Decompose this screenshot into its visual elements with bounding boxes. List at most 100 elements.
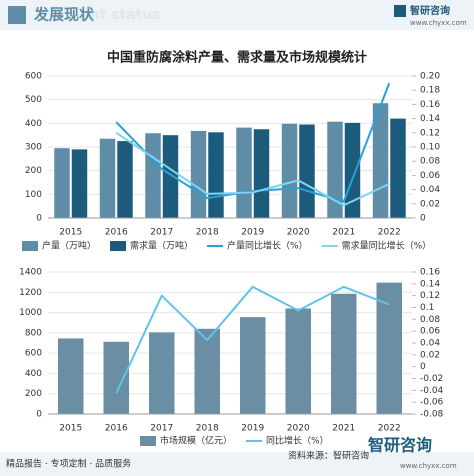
- bar: [390, 118, 406, 218]
- y2-tick-label: 0: [420, 362, 426, 372]
- x-tick-label: 2015: [59, 424, 82, 434]
- bar: [344, 122, 361, 218]
- x-tick-label: 2016: [105, 424, 128, 434]
- bar: [190, 130, 207, 218]
- footer-source: 资料来源：智研咨询: [288, 450, 369, 462]
- header-title: 发展现状: [33, 6, 95, 24]
- y-tick-label: 200: [25, 166, 42, 176]
- y2-tick-label: 0.08: [420, 157, 440, 167]
- x-tick-label: 2017: [150, 228, 173, 238]
- y2-tick-label: -0.08: [420, 410, 444, 420]
- legend-label: 产量（万吨）: [42, 240, 96, 252]
- y2-tick-label: 0.20: [420, 72, 440, 82]
- y2-tick-label: 0.08: [420, 315, 440, 325]
- bar: [331, 293, 357, 414]
- bar: [54, 148, 70, 218]
- y-tick-label: 600: [25, 349, 42, 359]
- y-tick-label: 800: [25, 328, 42, 338]
- bar: [71, 149, 88, 218]
- bar: [236, 127, 252, 218]
- y2-tick-label: 0.12: [420, 128, 440, 138]
- header-icon: [8, 6, 26, 24]
- bar: [103, 341, 129, 414]
- footer-bar: [0, 452, 474, 476]
- x-tick-label: 2020: [287, 228, 310, 238]
- y-tick-label: 1200: [19, 288, 42, 298]
- bar: [99, 138, 116, 218]
- bar: [162, 135, 179, 218]
- y-tick-label: 0: [36, 214, 42, 224]
- y2-tick-label: 0.04: [420, 185, 440, 195]
- x-tick-label: 2022: [378, 424, 401, 434]
- bar: [285, 308, 311, 414]
- y-tick-label: 1000: [19, 308, 42, 318]
- y2-tick-label: 0.14: [420, 279, 440, 289]
- y-tick-label: 300: [25, 143, 42, 153]
- bar: [208, 132, 224, 218]
- line-series: [115, 285, 390, 394]
- bar: [376, 282, 402, 414]
- bar: [253, 129, 270, 218]
- legend-swatch: [22, 241, 38, 251]
- x-tick-label: 2021: [332, 424, 355, 434]
- y2-tick-label: 0.02: [420, 199, 440, 209]
- y2-tick-label: -0.06: [420, 398, 444, 408]
- x-tick-label: 2017: [150, 424, 173, 434]
- line-series: [115, 131, 390, 207]
- y2-tick-label: 0: [420, 214, 426, 224]
- y2-tick-label: 0.12: [420, 291, 440, 301]
- header-watermark: ent status: [80, 7, 161, 23]
- x-tick-label: 2020: [287, 424, 310, 434]
- bar: [299, 124, 315, 218]
- x-tick-label: 2019: [241, 228, 264, 238]
- legend-label: 需求量（万吨）: [130, 240, 193, 252]
- legend-swatch: [110, 241, 127, 251]
- y-tick-label: 100: [25, 190, 42, 200]
- logo-url: www.chyxx.com: [410, 19, 467, 27]
- x-tick-label: 2018: [196, 228, 219, 238]
- x-tick-label: 2021: [332, 228, 355, 238]
- y2-tick-label: 0.14: [420, 114, 440, 124]
- y-tick-label: 500: [25, 95, 42, 105]
- bar: [194, 328, 220, 414]
- legend-label: 产量同比增长（%）: [227, 240, 308, 252]
- y-tick-label: 400: [25, 119, 42, 129]
- x-tick-label: 2015: [59, 228, 82, 238]
- bar: [145, 133, 161, 218]
- y-tick-label: 600: [25, 72, 42, 82]
- footer-left: 精品报告 · 专项定制 · 品质服务: [6, 458, 131, 470]
- bar: [240, 317, 266, 414]
- bar: [327, 121, 343, 218]
- bar: [58, 338, 84, 414]
- logo-icon: [394, 5, 406, 17]
- legend-label: 同比增长（%）: [266, 435, 329, 447]
- y2-tick-label: 0.06: [420, 171, 440, 181]
- y-tick-label: 400: [25, 369, 42, 379]
- legend-label: 市场规模（亿元）: [160, 435, 232, 447]
- x-tick-label: 2018: [196, 424, 219, 434]
- x-tick-label: 2019: [241, 424, 264, 434]
- legend-label: 需求量同比增长（%）: [342, 240, 432, 252]
- x-tick-label: 2022: [378, 228, 401, 238]
- y2-tick-label: -0.04: [420, 386, 444, 396]
- footer-logo: 智研咨询: [368, 436, 432, 455]
- y2-tick-label: 0.04: [420, 339, 440, 349]
- y-tick-label: 0: [36, 410, 42, 420]
- bar: [149, 332, 175, 414]
- y2-tick-label: 0.16: [420, 268, 440, 278]
- y-tick-label: 1400: [19, 268, 42, 278]
- bar: [281, 123, 298, 218]
- chart-title: 中国重防腐涂料产量、需求量及市场规模统计: [107, 50, 367, 66]
- x-tick-label: 2016: [105, 228, 128, 238]
- y2-tick-label: 0.02: [420, 350, 440, 360]
- legend-swatch: [140, 436, 156, 446]
- y-tick-label: 200: [25, 389, 42, 399]
- y2-tick-label: 0.16: [420, 100, 440, 110]
- y2-tick-label: -0.02: [420, 374, 443, 384]
- bar: [117, 141, 133, 218]
- y2-tick-label: 0.06: [420, 327, 440, 337]
- logo-text: 智研咨询: [410, 4, 450, 17]
- footer-url: www.chyxx.com: [400, 462, 457, 470]
- line-series: [115, 82, 391, 203]
